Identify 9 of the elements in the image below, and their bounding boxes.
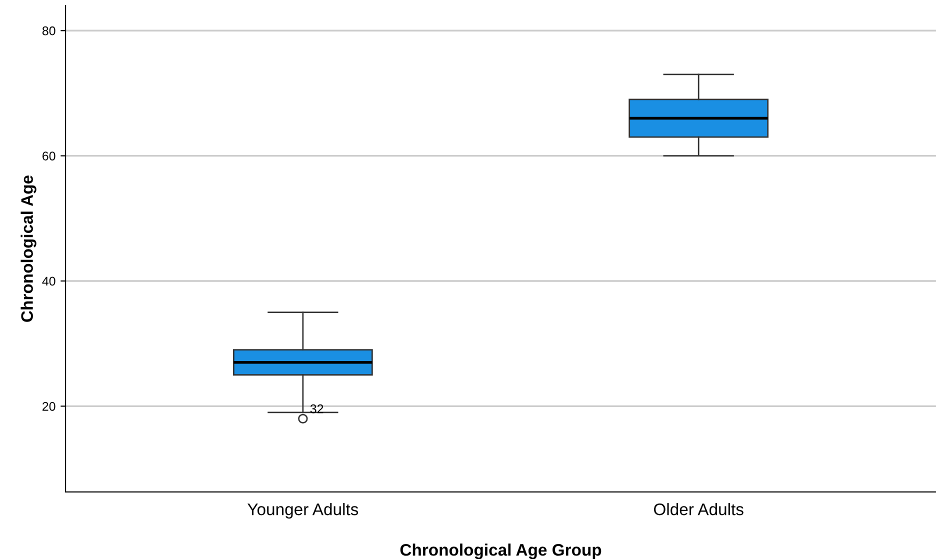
x-tick-label: Younger Adults bbox=[248, 503, 358, 519]
y-tick-label: 40 bbox=[42, 276, 56, 286]
x-axis-title: Chronological Age Group bbox=[400, 544, 602, 559]
y-axis-title: Chronological Age bbox=[20, 176, 36, 322]
annotation: 32 bbox=[310, 404, 324, 414]
y-tick-label: 20 bbox=[42, 402, 56, 411]
y-tick-label: 60 bbox=[42, 152, 56, 160]
y-tick-label: 80 bbox=[42, 26, 56, 36]
x-tick-label: Older Adults bbox=[654, 503, 744, 516]
